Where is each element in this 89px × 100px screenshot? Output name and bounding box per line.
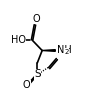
Text: O: O (32, 14, 40, 24)
Text: S: S (34, 69, 41, 79)
Text: O: O (23, 80, 30, 90)
Polygon shape (42, 50, 55, 51)
Text: 2: 2 (64, 49, 69, 55)
Text: HO: HO (11, 35, 26, 45)
Text: NH: NH (57, 45, 71, 55)
